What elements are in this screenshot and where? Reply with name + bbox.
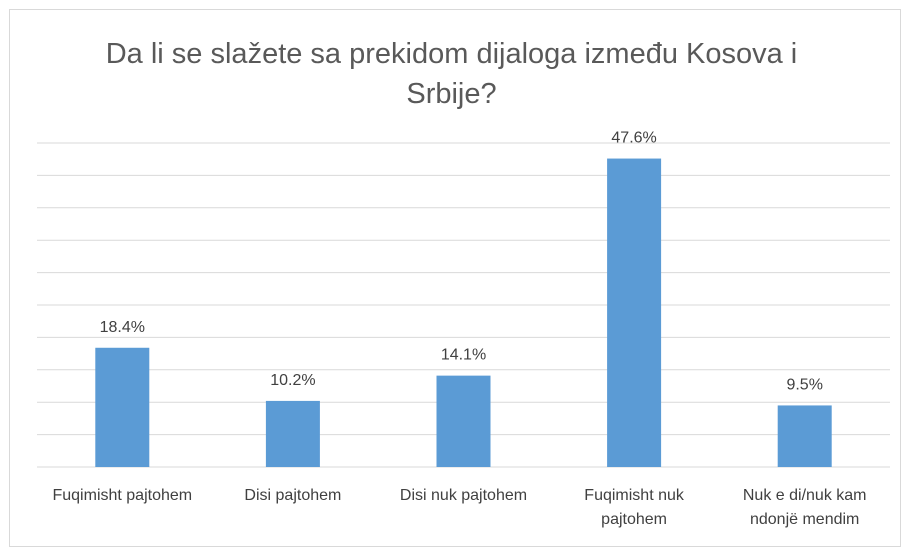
chart-title: Da li se slažete sa prekidom dijaloga iz… [105,38,798,110]
data-label: 14.1% [441,347,486,364]
x-tick-label: Fuqimisht nuk pajtohem [584,487,684,528]
x-tick-label: Nuk e di/nuk kam ndonjë mendim [742,487,867,528]
x-tick-label: Disi pajtohem [244,487,342,504]
bar [265,400,320,467]
data-label: 47.6% [611,130,656,147]
bar [436,375,491,467]
data-label: 10.2% [270,372,315,389]
x-tick-label: Fuqimisht pajtohem [52,487,193,504]
bar [95,347,150,467]
bar [607,158,662,467]
x-tick-label: Disi nuk pajtohem [399,487,528,504]
data-label: 18.4% [100,319,145,336]
bar [777,405,832,467]
data-label: 9.5% [786,376,822,393]
